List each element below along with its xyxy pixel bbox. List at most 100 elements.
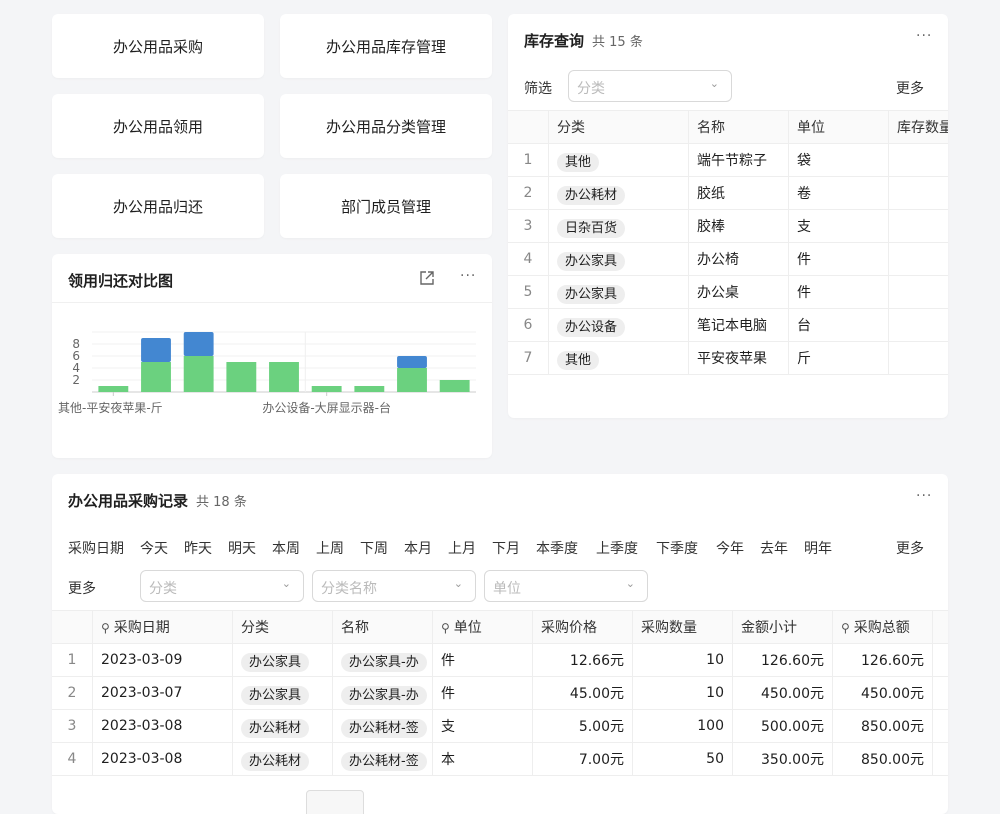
cell bbox=[932, 643, 948, 677]
bottom-button[interactable] bbox=[306, 790, 364, 814]
column-header[interactable]: 采购价格 bbox=[532, 610, 633, 644]
table-row[interactable]: 4 办公家具 办公椅 件 bbox=[508, 242, 948, 276]
tag: 办公家具-办 bbox=[341, 685, 427, 705]
purchase-more-button[interactable]: ··· bbox=[916, 488, 933, 504]
nav-button[interactable]: 办公用品领用 bbox=[52, 94, 264, 158]
cell-text: 45.00元 bbox=[569, 686, 624, 702]
nav-button[interactable]: 办公用品归还 bbox=[52, 174, 264, 238]
date-filter-option[interactable]: 去年 bbox=[760, 541, 788, 557]
category-select[interactable]: 分类 ⌄ bbox=[140, 570, 304, 602]
tree-icon: ⚲ bbox=[101, 621, 110, 635]
header-row: 分类 名称 单位 库存数量 bbox=[508, 110, 948, 144]
column-header[interactable]: 单位 bbox=[788, 110, 889, 144]
nav-button[interactable]: 办公用品采购 bbox=[52, 14, 264, 78]
inventory-more-button[interactable]: ··· bbox=[916, 28, 933, 44]
cell: 胶纸 bbox=[688, 176, 789, 210]
cell: 笔记本电脑 bbox=[688, 308, 789, 342]
cell bbox=[932, 676, 948, 710]
table-row[interactable]: 7 其他 平安夜苹果 斤 bbox=[508, 341, 948, 375]
column-header[interactable] bbox=[508, 110, 549, 144]
tag: 办公耗材 bbox=[241, 751, 310, 771]
external-link-icon[interactable] bbox=[419, 270, 435, 286]
nav-button[interactable]: 办公用品分类管理 bbox=[280, 94, 492, 158]
nav-button[interactable]: 部门成员管理 bbox=[280, 174, 492, 238]
date-filter-option[interactable]: 上季度 bbox=[596, 541, 638, 557]
date-filter-option[interactable]: 明年 bbox=[804, 541, 832, 557]
table-row[interactable]: 3 日杂百货 胶棒 支 bbox=[508, 209, 948, 243]
cell-text: 100 bbox=[697, 718, 724, 734]
date-filter-option[interactable]: 昨天 bbox=[184, 541, 212, 557]
column-header[interactable] bbox=[52, 610, 93, 644]
purchase-card: 办公用品采购记录共 18 条 ··· 采购日期 今天 昨天 明天 本周 上周 下周 本月 上月… bbox=[52, 474, 948, 814]
date-filter-option[interactable]: 明天 bbox=[228, 541, 256, 557]
column-header[interactable]: 库存数量 bbox=[888, 110, 948, 144]
bar bbox=[269, 362, 299, 392]
cell: 10 bbox=[632, 676, 733, 710]
category-name-select[interactable]: 分类名称 ⌄ bbox=[312, 570, 476, 602]
cell-text: 4 bbox=[523, 251, 533, 267]
date-filter-option[interactable]: 下月 bbox=[492, 541, 520, 557]
date-filter-option[interactable]: 本季度 bbox=[536, 541, 578, 557]
bar bbox=[226, 362, 257, 392]
column-header[interactable]: ⚲ 采购总额 bbox=[832, 610, 933, 644]
cell-text: 3 bbox=[523, 218, 533, 234]
table-row[interactable]: 6 办公设备 笔记本电脑 台 bbox=[508, 308, 948, 342]
column-header[interactable]: ⚲ 单位 bbox=[432, 610, 533, 644]
column-header[interactable]: 金额小计 bbox=[732, 610, 833, 644]
chart-card: 领用归还对比图 ··· 2 4 6 8 其他-平安夜苹果-斤 办公设备-大屏显示器-台 bbox=[52, 254, 492, 458]
category-tag: 办公家具 bbox=[557, 251, 626, 271]
date-filter-option[interactable]: 今年 bbox=[716, 541, 744, 557]
inventory-title: 库存查询共 15 条 bbox=[524, 32, 643, 50]
cell: 126.60元 bbox=[832, 643, 933, 677]
tree-icon: ⚲ bbox=[841, 621, 850, 635]
table-row[interactable]: 5 办公家具 办公桌 件 bbox=[508, 275, 948, 309]
date-filter-option[interactable]: 今天 bbox=[140, 541, 168, 557]
column-header[interactable]: 采购数量 bbox=[632, 610, 733, 644]
cell: 日杂百货 bbox=[548, 209, 689, 243]
cell: 6 bbox=[508, 308, 549, 342]
y-tick-label: 2 bbox=[72, 373, 80, 387]
cell-text: 1 bbox=[67, 652, 77, 668]
column-header[interactable]: ⚲ 采购日期 bbox=[92, 610, 233, 644]
date-filter-option[interactable]: 下周 bbox=[360, 541, 388, 557]
date-filter-option[interactable]: 上周 bbox=[316, 541, 344, 557]
cell-text: 2023-03-07 bbox=[101, 685, 183, 701]
inventory-more-filters[interactable]: 更多 bbox=[896, 81, 924, 97]
cell-text: 5.00元 bbox=[578, 719, 624, 735]
cell: 办公家具 bbox=[548, 242, 689, 276]
table-row[interactable]: 2 办公耗材 胶纸 卷 bbox=[508, 176, 948, 210]
table-row[interactable]: 3 2023-03-08 办公耗材 办公耗材-签支 5.00元 100 500.00元 850… bbox=[52, 709, 948, 743]
inventory-count: 共 15 条 bbox=[592, 35, 643, 50]
cell-text: 支 bbox=[441, 719, 455, 735]
table-row[interactable]: 1 其他 端午节粽子 袋 bbox=[508, 143, 948, 177]
cell: 2023-03-08 bbox=[92, 709, 233, 743]
table-row[interactable]: 4 2023-03-08 办公耗材 办公耗材-签本 7.00元 50 350.00元 850.… bbox=[52, 742, 948, 776]
date-filter-option[interactable]: 本周 bbox=[272, 541, 300, 557]
column-header[interactable]: 名称 bbox=[332, 610, 433, 644]
table-row[interactable]: 1 2023-03-09 办公家具 办公家具-办件 12.66元 10 126.60元 126… bbox=[52, 643, 948, 677]
table-row[interactable]: 2 2023-03-07 办公家具 办公家具-办件 45.00元 10 450.00元 450… bbox=[52, 676, 948, 710]
date-filter-option[interactable]: 下季度 bbox=[656, 541, 698, 557]
cell: 端午节粽子 bbox=[688, 143, 789, 177]
cell: 支 bbox=[788, 209, 889, 243]
cell: 2 bbox=[508, 176, 549, 210]
nav-button[interactable]: 办公用品库存管理 bbox=[280, 14, 492, 78]
date-more-button[interactable]: 更多 bbox=[896, 541, 924, 557]
column-label: 采购价格 bbox=[541, 620, 597, 636]
column-header[interactable]: 名称 bbox=[688, 110, 789, 144]
date-filter-option[interactable]: 上月 bbox=[448, 541, 476, 557]
cell: 5.00元 bbox=[532, 709, 633, 743]
date-filter-option[interactable]: 本月 bbox=[404, 541, 432, 557]
cell-text: 50 bbox=[706, 751, 724, 767]
cell-text: 6 bbox=[523, 317, 533, 333]
column-header[interactable]: 分类 bbox=[232, 610, 333, 644]
cell bbox=[888, 341, 948, 375]
chart-more-button[interactable]: ··· bbox=[460, 268, 477, 284]
column-header[interactable]: 分类 bbox=[548, 110, 689, 144]
cell-text: 850.00元 bbox=[861, 752, 924, 768]
unit-select[interactable]: 单位 ⌄ bbox=[484, 570, 648, 602]
cell: 3 bbox=[52, 709, 93, 743]
cell-text: 1 bbox=[523, 152, 533, 168]
cell-text: 件 bbox=[441, 686, 455, 702]
category-filter-select[interactable]: 分类 ⌄ bbox=[568, 70, 732, 102]
